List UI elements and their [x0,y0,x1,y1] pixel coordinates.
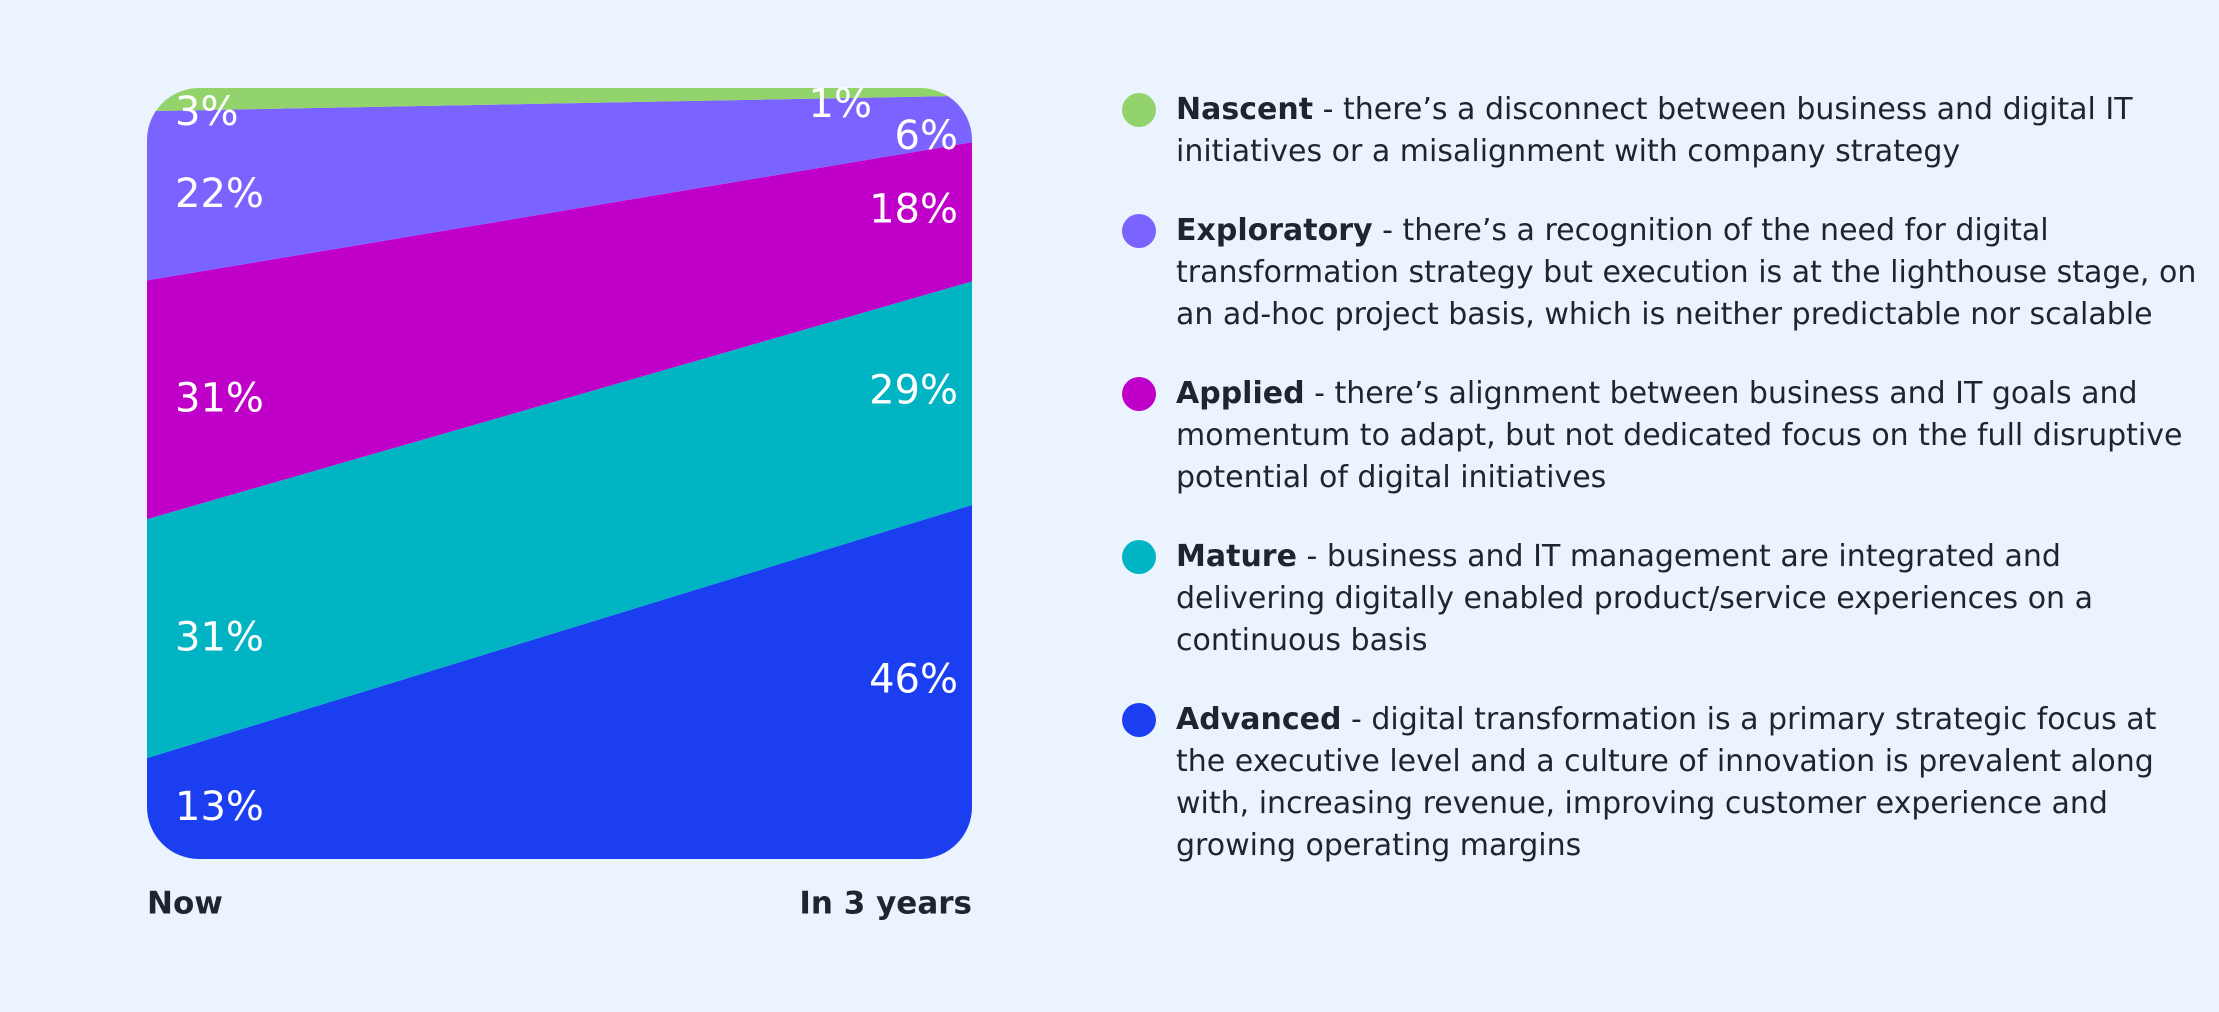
legend-description: - digital transformation is a primary st… [1176,702,2157,863]
legend-name: Nascent [1176,92,1314,127]
value-label: 31% [175,614,264,660]
legend-name: Advanced [1176,702,1342,737]
plot-area [147,88,972,859]
legend-swatch [1122,214,1156,248]
legend-swatch [1122,377,1156,411]
chart: 13% 46% 31% 29% 31% 18% 22% 6% 3% 1% Now In 3 years [147,81,972,922]
legend-description: - business and IT management are integra… [1176,539,2093,658]
legend-item: Exploratory - there’s a recognition of t… [1122,210,2212,336]
value-label: 46% [869,657,958,703]
x-tick-label: Now [147,886,223,922]
x-tick-label: In 3 years [799,886,972,922]
legend-swatch [1122,703,1156,737]
legend-name: Mature [1176,539,1297,574]
legend-name: Applied [1176,376,1305,411]
value-label: 13% [175,784,264,830]
legend-item: Nascent - there’s a disconnect between b… [1122,89,2212,173]
legend-name: Exploratory [1176,213,1373,248]
legend-item: Applied - there’s alignment between busi… [1122,373,2212,499]
value-label: 29% [869,368,958,414]
legend-description: - there’s alignment between business and… [1176,376,2183,495]
value-label: 18% [869,186,958,232]
value-label: 22% [175,171,264,217]
area [147,504,972,859]
legend-swatch [1122,93,1156,127]
legend: Nascent - there’s a disconnect between b… [1122,89,2212,867]
area [147,280,972,759]
legend-description: - there’s a recognition of the need for … [1176,213,2197,332]
legend-item: Mature - business and IT management are … [1122,536,2212,662]
value-label: 6% [895,113,958,159]
value-label: 1% [809,81,872,127]
area [147,88,972,112]
legend-description: - there’s a disconnect between business … [1176,92,2133,169]
legend-swatch [1122,540,1156,574]
legend-item: Advanced - digital transformation is a p… [1122,699,2212,867]
area [147,141,972,520]
value-label: 31% [175,375,264,421]
value-label: 3% [175,89,238,135]
area [147,95,972,281]
